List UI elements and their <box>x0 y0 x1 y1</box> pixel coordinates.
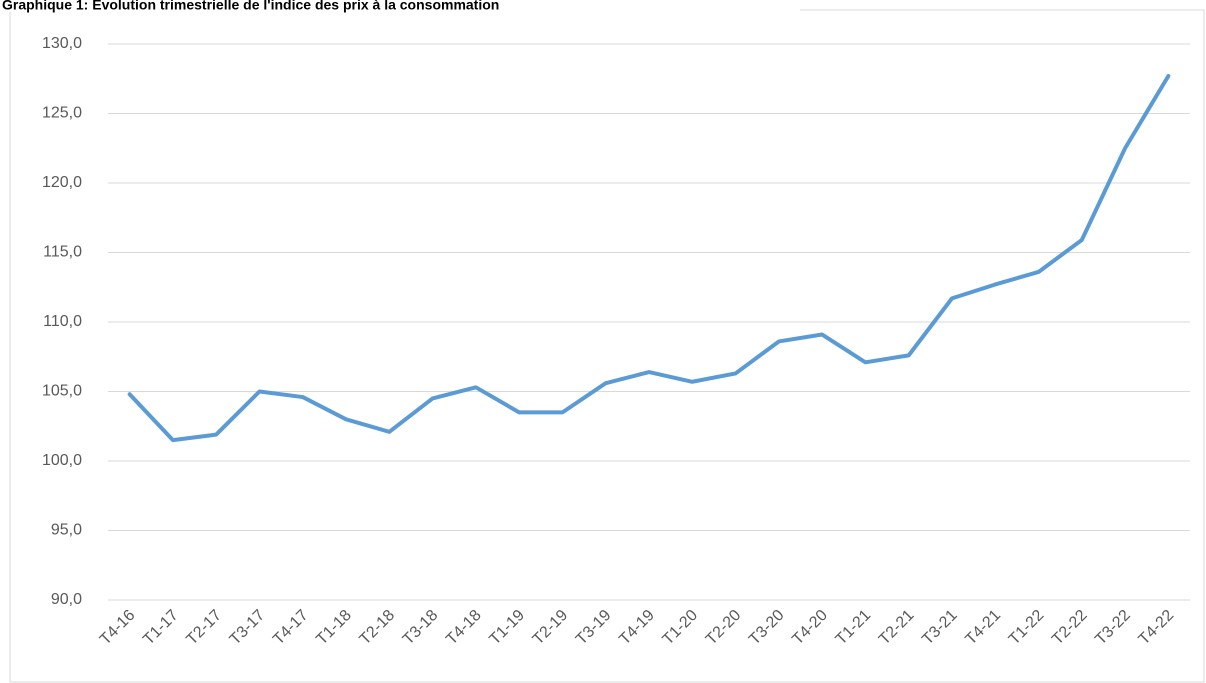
x-tick-label: T3-18 <box>400 607 442 649</box>
y-tick-label: 115,0 <box>43 244 82 261</box>
x-tick-label: T3-20 <box>746 607 788 649</box>
x-tick-label: T4-16 <box>97 607 139 649</box>
x-tick-label: T3-22 <box>1092 607 1134 649</box>
x-tick-label: T4-18 <box>443 607 485 649</box>
data-line <box>127 73 1171 443</box>
x-tick-label: T3-21 <box>919 607 961 649</box>
y-tick-label: 120,0 <box>42 174 82 191</box>
x-tick-label: T2-17 <box>183 607 225 649</box>
x-tick-label: T1-19 <box>486 607 528 649</box>
title-background <box>0 0 800 12</box>
x-tick-label: T1-20 <box>660 607 702 649</box>
x-tick-label: T2-20 <box>703 607 745 649</box>
y-tick-label: 125,0 <box>42 105 82 122</box>
y-tick-label: 110,0 <box>43 313 82 330</box>
y-tick-label: 95,0 <box>51 522 82 539</box>
x-tick-label: T4-22 <box>1136 607 1178 649</box>
x-tick-label: T4-17 <box>270 607 312 649</box>
x-tick-label: T1-17 <box>140 607 182 649</box>
x-tick-label: T4-21 <box>962 607 1004 649</box>
chart-border <box>9 9 1205 683</box>
x-tick-label: T2-22 <box>1049 607 1091 649</box>
y-tick-label: 130,0 <box>42 35 82 52</box>
x-tick-label: T3-17 <box>227 607 269 649</box>
x-tick-label: T4-20 <box>789 607 831 649</box>
x-tick-label: T2-21 <box>876 607 918 649</box>
x-tick-label: T2-19 <box>530 607 572 649</box>
x-tick-label: T4-19 <box>616 607 658 649</box>
y-tick-label: 100,0 <box>42 452 82 469</box>
x-tick-label: T1-21 <box>833 607 875 649</box>
x-tick-label: T2-18 <box>357 607 399 649</box>
y-tick-label: 105,0 <box>42 383 82 400</box>
y-tick-label: 90,0 <box>51 591 82 608</box>
x-tick-label: T1-22 <box>1006 607 1048 649</box>
chart-title: Graphique 1: Évolution trimestrielle de … <box>2 0 499 13</box>
x-tick-label: T1-18 <box>313 607 355 649</box>
x-tick-label: T3-19 <box>573 607 615 649</box>
